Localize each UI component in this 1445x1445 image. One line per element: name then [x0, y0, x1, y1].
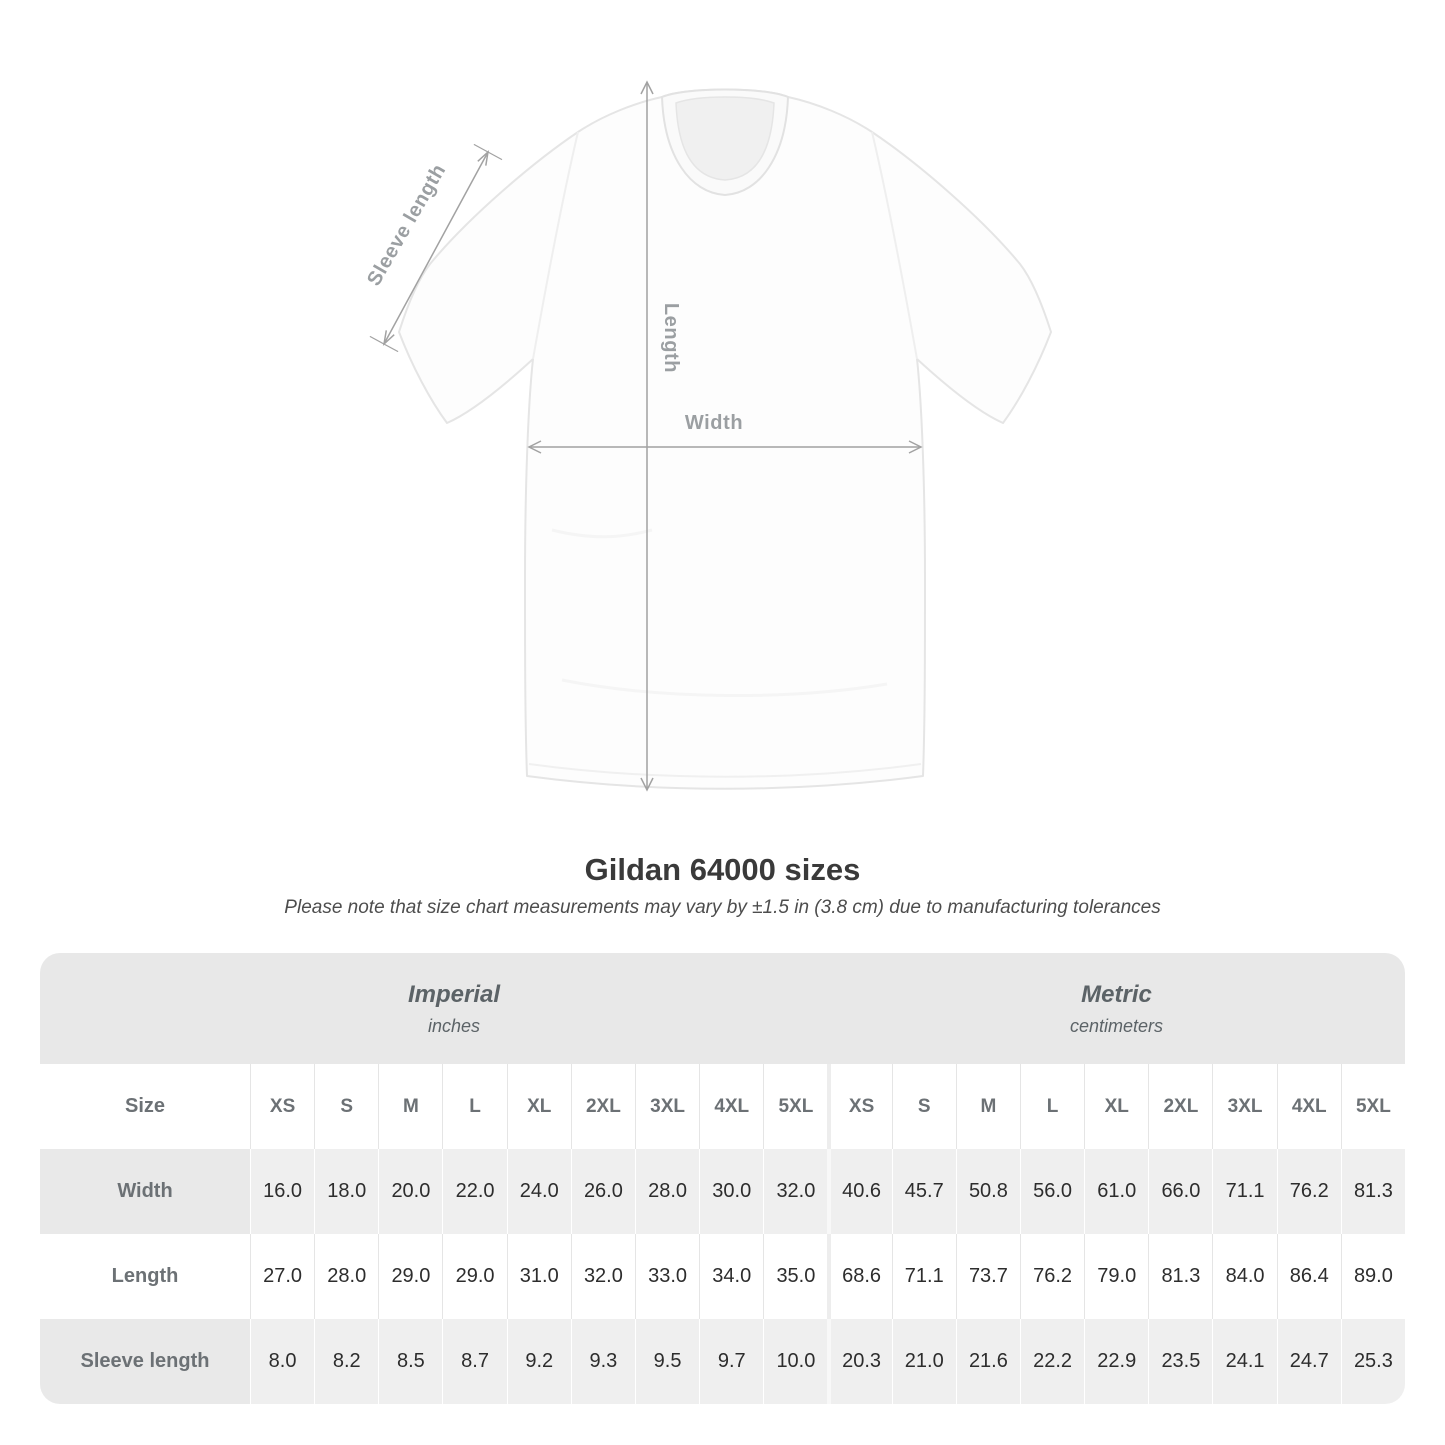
- value-cell: 32.0: [570, 1234, 635, 1319]
- value-cell: 81.3: [1148, 1234, 1213, 1319]
- size-col-imperial-3xl: 3XL: [634, 1064, 700, 1149]
- value-cell: 16.0: [250, 1149, 315, 1234]
- imperial-title: Imperial: [407, 980, 501, 1008]
- value-cell: 26.0: [570, 1149, 635, 1234]
- value-cell: 56.0: [1019, 1149, 1085, 1234]
- value-cell: 84.0: [1212, 1234, 1277, 1319]
- value-cell: 22.2: [1019, 1319, 1085, 1404]
- value-cell: 76.2: [1019, 1234, 1085, 1319]
- value-cell: 31.0: [506, 1234, 571, 1319]
- value-cell: 68.6: [827, 1234, 892, 1319]
- metric-subtitle: centimeters: [1069, 1015, 1164, 1036]
- value-cell: 32.0: [763, 1149, 828, 1234]
- size-col-imperial-s: S: [314, 1064, 379, 1149]
- value-cell: 40.6: [827, 1149, 892, 1234]
- value-cell: 8.7: [442, 1319, 507, 1404]
- value-cell: 24.7: [1276, 1319, 1341, 1404]
- length-label: Length: [660, 303, 682, 373]
- row-label: Width: [40, 1149, 250, 1234]
- size-row-label: Size: [40, 1064, 250, 1149]
- size-col-metric-4xl: 4XL: [1276, 1064, 1341, 1149]
- value-cell: 24.0: [506, 1149, 571, 1234]
- size-col-metric-s: S: [891, 1064, 956, 1149]
- value-cell: 76.2: [1276, 1149, 1341, 1234]
- value-cell: 20.0: [378, 1149, 443, 1234]
- value-cell: 28.0: [634, 1149, 700, 1234]
- sleeve-length-arrow: [369, 143, 503, 353]
- length-arrow: [640, 80, 654, 792]
- value-cell: 35.0: [763, 1234, 828, 1319]
- tolerance-note: Please note that size chart measurements…: [284, 897, 1161, 918]
- value-cell: 28.0: [314, 1234, 379, 1319]
- value-cell: 30.0: [699, 1149, 764, 1234]
- size-col-metric-l: L: [1019, 1064, 1085, 1149]
- size-col-imperial-4xl: 4XL: [699, 1064, 764, 1149]
- size-col-imperial-m: M: [378, 1064, 443, 1149]
- value-cell: 27.0: [250, 1234, 315, 1319]
- size-col-imperial-xl: XL: [506, 1064, 571, 1149]
- value-cell: 9.2: [506, 1319, 571, 1404]
- value-cell: 50.8: [955, 1149, 1020, 1234]
- value-cell: 20.3: [827, 1319, 892, 1404]
- size-col-imperial-xs: XS: [250, 1064, 315, 1149]
- size-col-metric-2xl: 2XL: [1148, 1064, 1213, 1149]
- imperial-subtitle: inches: [427, 1015, 481, 1036]
- value-cell: 23.5: [1148, 1319, 1213, 1404]
- size-col-imperial-5xl: 5XL: [763, 1064, 828, 1149]
- value-cell: 8.2: [314, 1319, 379, 1404]
- size-col-imperial-l: L: [442, 1064, 507, 1149]
- value-cell: 8.0: [250, 1319, 315, 1404]
- value-cell: 22.9: [1084, 1319, 1149, 1404]
- metric-title: Metric: [1081, 980, 1152, 1008]
- row-label: Length: [40, 1234, 250, 1319]
- value-cell: 71.1: [891, 1234, 956, 1319]
- size-col-metric-xs: XS: [827, 1064, 892, 1149]
- tshirt-diagram-svg: Sleeve length Length Width: [363, 80, 1052, 792]
- value-cell: 45.7: [891, 1149, 956, 1234]
- value-cell: 33.0: [634, 1234, 700, 1319]
- value-cell: 71.1: [1212, 1149, 1277, 1234]
- value-cell: 22.0: [442, 1149, 507, 1234]
- value-cell: 29.0: [378, 1234, 443, 1319]
- page-title: Gildan 64000 sizes: [584, 852, 861, 887]
- value-cell: 9.5: [634, 1319, 700, 1404]
- value-cell: 21.6: [955, 1319, 1020, 1404]
- size-col-metric-5xl: 5XL: [1340, 1064, 1405, 1149]
- tshirt-measurement-diagram: Sleeve length Length Width: [363, 80, 1052, 792]
- value-cell: 9.7: [699, 1319, 764, 1404]
- size-col-metric-m: M: [955, 1064, 1020, 1149]
- value-cell: 66.0: [1148, 1149, 1213, 1234]
- value-cell: 61.0: [1084, 1149, 1149, 1234]
- value-cell: 21.0: [891, 1319, 956, 1404]
- row-label: Sleeve length: [40, 1319, 250, 1404]
- value-cell: 10.0: [763, 1319, 828, 1404]
- width-arrow: [527, 440, 923, 454]
- value-cell: 8.5: [378, 1319, 443, 1404]
- metric-header: Metric centimeters: [828, 953, 1405, 1064]
- unit-header-band: Imperial inches Metric centimeters: [40, 953, 1405, 1064]
- value-cell: 81.3: [1340, 1149, 1405, 1234]
- value-cell: 86.4: [1276, 1234, 1341, 1319]
- tshirt-graphic: [398, 88, 1052, 790]
- value-cell: 89.0: [1340, 1234, 1405, 1319]
- value-cell: 24.1: [1212, 1319, 1277, 1404]
- value-cell: 73.7: [955, 1234, 1020, 1319]
- size-col-metric-xl: XL: [1084, 1064, 1149, 1149]
- size-col-imperial-2xl: 2XL: [570, 1064, 635, 1149]
- size-col-metric-3xl: 3XL: [1212, 1064, 1277, 1149]
- size-grid: Size XS S M L XL 2XL 3XL 4XL 5XL XS S M L XL 2XL 3XL 4XL 5…: [40, 1064, 1405, 1404]
- width-label: Width: [685, 412, 743, 434]
- value-cell: 9.3: [570, 1319, 635, 1404]
- value-cell: 34.0: [699, 1234, 764, 1319]
- size-table: Imperial inches Metric centimeters Size X…: [40, 953, 1405, 1404]
- value-cell: 18.0: [314, 1149, 379, 1234]
- value-cell: 79.0: [1084, 1234, 1149, 1319]
- value-cell: 29.0: [442, 1234, 507, 1319]
- imperial-header: Imperial inches: [40, 953, 828, 1064]
- value-cell: 25.3: [1340, 1319, 1405, 1404]
